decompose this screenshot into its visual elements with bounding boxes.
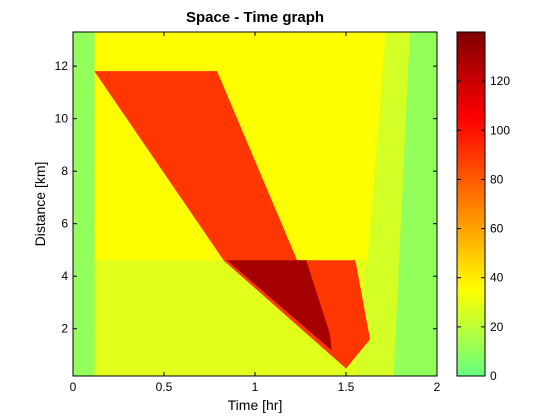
region-congestion-core — [226, 260, 332, 351]
x-tick-label: 2 — [434, 380, 441, 394]
y-tick-label: 10 — [55, 112, 69, 126]
y-tick-label: 4 — [61, 269, 68, 283]
colorbar-tick-label: 80 — [490, 172, 504, 186]
y-tick-label: 2 — [61, 322, 68, 336]
x-tick-label: 0.5 — [156, 380, 173, 394]
colorbar-tick-label: 100 — [490, 123, 510, 137]
colorbar-tick-label: 40 — [490, 271, 504, 285]
colorbar-tick-label: 120 — [490, 74, 510, 88]
chart-title: Space - Time graph — [186, 9, 324, 26]
x-axis-label: Time [hr] — [228, 397, 283, 413]
y-tick-label: 6 — [61, 217, 68, 231]
y-tick-label: 12 — [55, 59, 69, 73]
x-tick-label: 1 — [252, 380, 259, 394]
colorbar-tick-label: 60 — [490, 222, 504, 236]
region-free-flow-left — [73, 32, 96, 376]
colorbar — [456, 31, 486, 377]
colorbar-tick-label: 20 — [490, 320, 504, 334]
y-tick-label: 8 — [61, 164, 68, 178]
x-tick-label: 0 — [70, 380, 77, 394]
colorbar-tick-label: 0 — [490, 369, 497, 383]
plot-area — [73, 32, 437, 376]
region-right-transition — [354, 32, 411, 376]
y-axis-label: Distance [km] — [32, 162, 48, 247]
x-tick-label: 1.5 — [338, 380, 355, 394]
